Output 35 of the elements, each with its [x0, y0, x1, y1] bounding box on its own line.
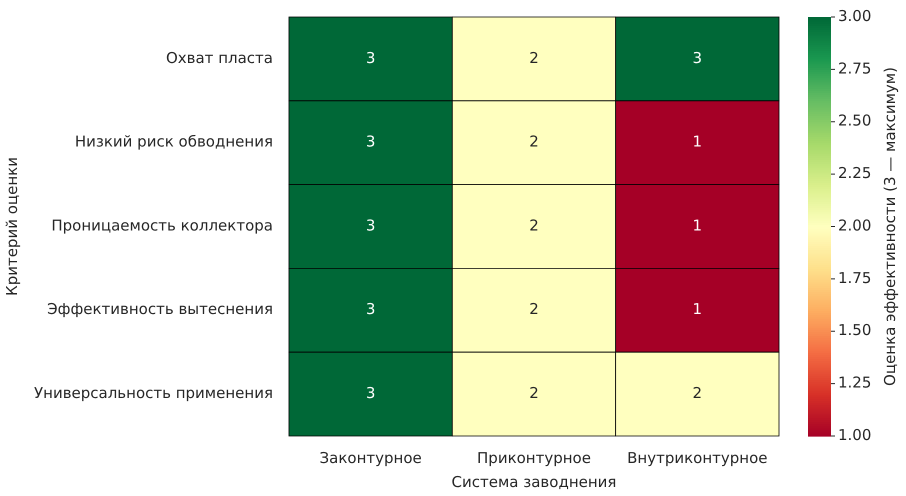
color-bar-label: 2.75: [838, 59, 872, 78]
data-label: 1: [692, 300, 702, 318]
x-tick-label: Приконтурное: [477, 448, 591, 467]
data-label: 3: [366, 48, 376, 67]
color-bar-label: 2.00: [838, 216, 872, 234]
data-label: 2: [529, 132, 539, 151]
y-tick-label: Универсальность применения: [34, 384, 273, 402]
data-label: 1: [692, 216, 702, 234]
color-bar-title: Оценка эффективности (3 — максимум): [880, 67, 899, 386]
data-label: 3: [366, 300, 376, 318]
data-label: 3: [692, 48, 702, 67]
color-bar-label: 1.75: [838, 268, 872, 287]
color-bar-label: 2.25: [838, 164, 872, 182]
y-tick-label: Низкий риск обводнения: [74, 132, 273, 151]
color-bar-label: 1.25: [838, 374, 872, 392]
data-label: 2: [692, 384, 702, 402]
x-tick-label: Внутриконтурное: [627, 448, 768, 467]
data-label: 2: [529, 216, 539, 234]
color-bar-label: 1.50: [838, 321, 872, 340]
y-axis-title: Критерий оценки: [2, 157, 21, 296]
y-tick-label: Эффективность вытеснения: [47, 300, 273, 318]
color-bar-label: 2.50: [838, 112, 872, 130]
color-bar-label: 1.00: [838, 426, 872, 444]
x-tick-label: Законтурное: [320, 448, 422, 467]
y-tick-label: Охват пласта: [166, 48, 273, 67]
y-tick-label: Проницаемость коллектора: [51, 216, 273, 234]
data-label: 1: [692, 132, 702, 151]
data-label: 3: [366, 384, 376, 402]
x-axis-title: Система заводнения: [452, 472, 616, 491]
data-label: 2: [529, 384, 539, 402]
data-label: 2: [529, 48, 539, 67]
data-label: 3: [366, 132, 376, 151]
data-label: 3: [366, 216, 376, 234]
color-bar-label: 3.00: [838, 6, 872, 25]
data-label: 2: [529, 300, 539, 318]
